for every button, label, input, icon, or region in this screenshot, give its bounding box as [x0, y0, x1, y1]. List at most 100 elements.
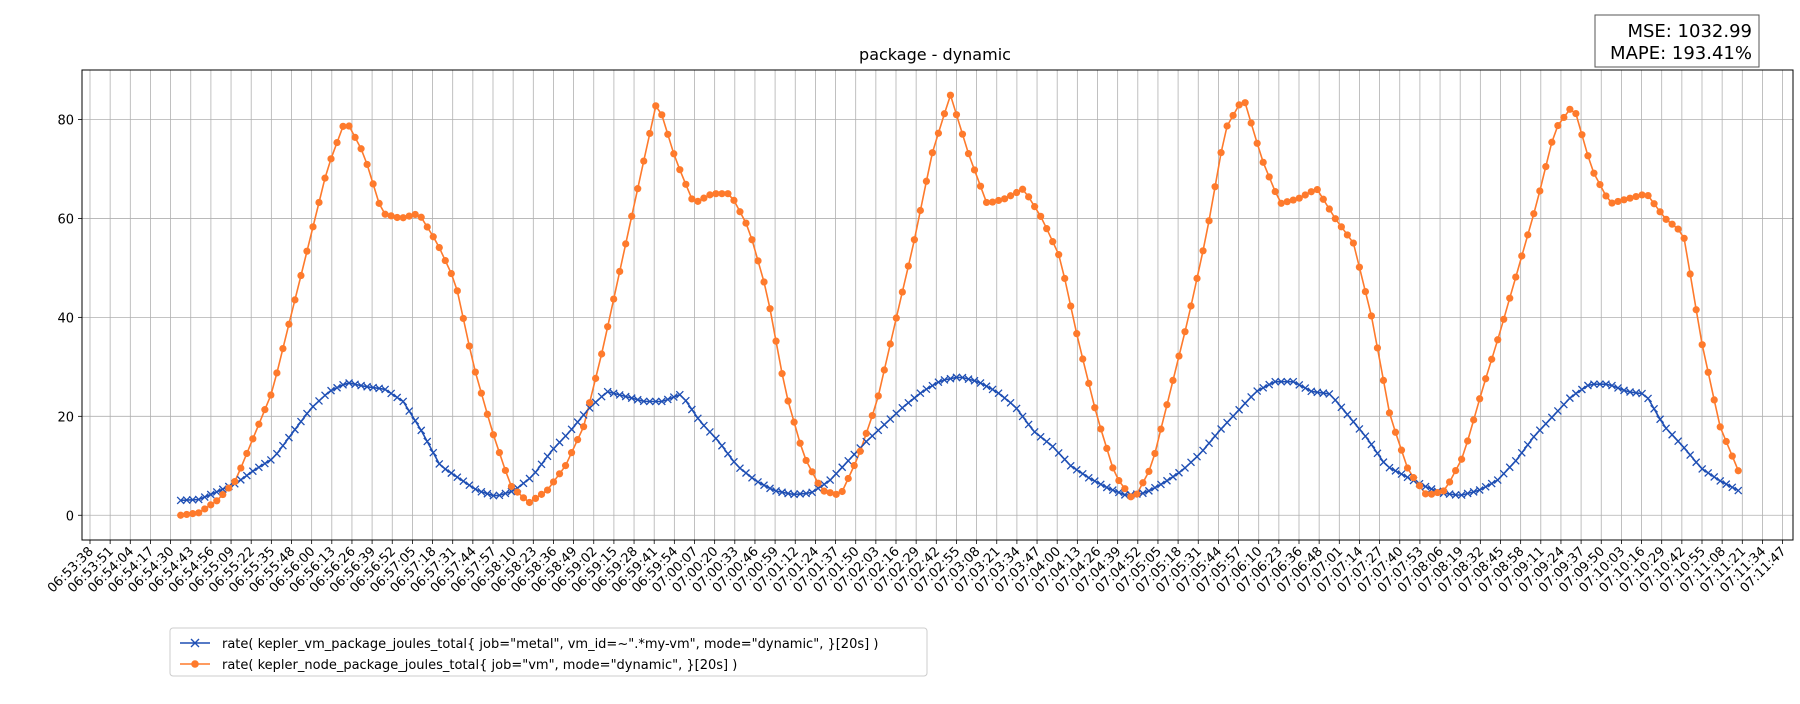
data-point: [525, 474, 534, 483]
data-point: [1494, 336, 1502, 344]
data-point: [940, 110, 949, 118]
data-point: [453, 287, 461, 295]
data-point: [1205, 439, 1214, 448]
data-point: [411, 416, 420, 425]
data-point: [1656, 415, 1665, 424]
data-point: [236, 475, 245, 484]
data-point: [1602, 192, 1610, 200]
data-point: [1481, 482, 1490, 491]
data-point: [189, 510, 197, 518]
data-point: [754, 257, 762, 265]
data-point: [1139, 479, 1147, 487]
data-point: [910, 236, 918, 244]
data-point: [531, 494, 540, 503]
data-point: [1704, 368, 1712, 376]
data-point: [729, 457, 738, 466]
y-tick-label: 20: [57, 410, 74, 425]
data-point: [681, 396, 690, 405]
data-point: [333, 383, 341, 392]
data-point: [1674, 437, 1683, 446]
data-point: [321, 391, 329, 400]
data-point: [567, 449, 576, 457]
data-point: [290, 425, 299, 434]
data-point: [1103, 444, 1111, 453]
data-point: [772, 486, 781, 495]
data-point: [1644, 191, 1652, 200]
data-point: [200, 493, 209, 502]
data-point: [952, 111, 961, 119]
data-point: [1662, 215, 1670, 223]
data-point: [610, 295, 618, 303]
data-point: [1632, 192, 1640, 201]
data-point: [1000, 195, 1009, 203]
data-point: [309, 223, 317, 231]
data-point: [483, 410, 491, 418]
data-point: [272, 449, 281, 458]
data-point: [736, 208, 744, 216]
data-point: [1397, 446, 1406, 454]
data-point: [1547, 413, 1556, 422]
data-point: [1512, 273, 1520, 281]
data-point: [260, 459, 269, 468]
data-point: [1583, 381, 1592, 390]
data-point: [1530, 210, 1538, 218]
data-point: [1054, 448, 1063, 457]
data-point: [261, 406, 269, 414]
data-point: [1307, 188, 1315, 196]
data-point: [592, 374, 600, 382]
data-point: [898, 288, 906, 296]
data-point: [1217, 425, 1226, 433]
data-point: [1211, 183, 1219, 191]
data-point: [1614, 197, 1622, 206]
data-point: [1427, 490, 1436, 498]
data-point: [646, 129, 654, 138]
data-point: [705, 428, 714, 436]
legend-label: rate( kepler_vm_package_joules_total{ jo…: [222, 637, 878, 652]
data-point: [1565, 394, 1574, 403]
data-point: [717, 441, 726, 450]
data-point: [1085, 379, 1093, 387]
data-point: [694, 197, 702, 205]
data-point: [1349, 417, 1358, 426]
data-point: [808, 468, 816, 476]
legend-frame: [169, 627, 928, 677]
data-point: [1415, 482, 1424, 490]
data-point: [1680, 234, 1688, 242]
data-point: [345, 122, 353, 130]
data-point: [429, 233, 437, 241]
data-point: [266, 455, 275, 464]
data-point: [182, 496, 191, 505]
data-point: [616, 267, 624, 276]
data-point: [1433, 488, 1442, 497]
data-point: [1121, 485, 1129, 493]
data-point: [1337, 403, 1346, 412]
data-point: [278, 441, 287, 450]
data-point: [970, 376, 979, 385]
data-point: [248, 467, 257, 476]
data-point: [645, 397, 654, 406]
legend: rate( kepler_vm_package_joules_total{ jo…: [169, 627, 928, 677]
data-point: [231, 477, 239, 486]
data-point: [586, 399, 594, 407]
data-point: [1361, 287, 1370, 296]
data-point: [1048, 442, 1057, 451]
data-point: [928, 149, 937, 157]
data-point: [1175, 352, 1183, 360]
data-point: [1505, 463, 1514, 472]
data-point: [1529, 432, 1538, 441]
data-point: [1728, 452, 1736, 460]
data-point: [567, 425, 576, 434]
data-point: [760, 278, 768, 286]
data-point: [952, 373, 961, 382]
data-point: [1235, 101, 1243, 109]
data-point: [1319, 195, 1327, 203]
data-point: [1535, 426, 1544, 435]
data-point: [982, 382, 991, 391]
data-point: [1692, 458, 1701, 467]
data-point: [1518, 252, 1526, 260]
data-point: [1235, 405, 1244, 414]
data-point: [519, 494, 528, 502]
data-point: [1403, 464, 1412, 472]
data-point: [1698, 464, 1707, 473]
